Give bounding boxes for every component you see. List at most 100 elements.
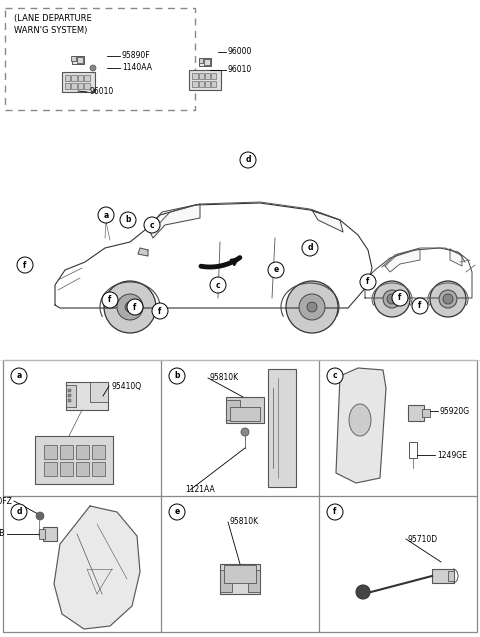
Bar (192, 81, 198, 87)
Bar (92, 445, 105, 459)
Bar (205, 73, 210, 80)
Bar (220, 570, 232, 592)
Text: 1140AA: 1140AA (122, 64, 152, 73)
Text: b: b (125, 215, 131, 224)
Bar (220, 564, 260, 594)
Bar (84, 83, 90, 89)
Circle shape (210, 277, 226, 293)
Circle shape (268, 262, 284, 278)
Bar (60, 445, 72, 459)
Circle shape (241, 428, 249, 436)
Bar (78, 75, 84, 82)
Bar (211, 81, 216, 87)
Bar (75, 461, 88, 475)
Text: 1140FZ: 1140FZ (0, 496, 12, 506)
Bar (72, 56, 76, 61)
Bar (72, 56, 84, 64)
Circle shape (127, 299, 143, 315)
Circle shape (327, 504, 343, 520)
Circle shape (90, 65, 96, 71)
Text: e: e (274, 266, 278, 275)
Circle shape (360, 274, 376, 290)
Text: 96010: 96010 (89, 87, 113, 96)
Bar (66, 385, 76, 407)
Text: 95710D: 95710D (408, 534, 438, 543)
Bar (3, 360, 477, 632)
Text: f: f (398, 294, 402, 303)
Bar (90, 382, 108, 402)
Bar (71, 83, 77, 89)
Bar (226, 397, 264, 423)
Bar (35, 436, 113, 484)
Text: (LANE DEPARTURE
WARN'G SYSTEM): (LANE DEPARTURE WARN'G SYSTEM) (14, 14, 92, 36)
Text: f: f (333, 508, 336, 517)
Bar (39, 529, 45, 539)
Bar (60, 461, 72, 475)
Text: 95890F: 95890F (122, 52, 151, 61)
Bar (226, 400, 240, 420)
Bar (248, 570, 260, 592)
Circle shape (374, 281, 410, 317)
Bar (92, 461, 105, 475)
Text: c: c (333, 371, 337, 380)
Text: 95410Q: 95410Q (111, 382, 141, 390)
Bar (432, 569, 454, 583)
Bar (204, 59, 210, 64)
Text: f: f (108, 296, 112, 304)
Circle shape (169, 504, 185, 520)
Polygon shape (54, 506, 140, 629)
Circle shape (240, 152, 256, 168)
Text: 95810K: 95810K (230, 517, 259, 527)
Bar (75, 445, 88, 459)
Text: d: d (307, 243, 313, 252)
Text: d: d (16, 508, 22, 517)
Text: a: a (16, 371, 22, 380)
Circle shape (327, 368, 343, 384)
Bar (68, 389, 71, 392)
Text: f: f (24, 261, 27, 269)
Bar (71, 75, 77, 82)
Circle shape (430, 281, 466, 317)
Circle shape (169, 368, 185, 384)
Text: 96000: 96000 (228, 48, 252, 57)
Text: 95810K: 95810K (210, 373, 239, 382)
Bar (199, 73, 204, 80)
Bar (44, 445, 57, 459)
Bar (84, 75, 90, 82)
Bar (66, 382, 108, 410)
Circle shape (302, 240, 318, 256)
Bar (190, 70, 221, 90)
Bar (448, 571, 454, 581)
Circle shape (412, 298, 428, 314)
Circle shape (11, 504, 27, 520)
Polygon shape (336, 368, 386, 483)
Circle shape (392, 290, 408, 306)
Text: 96010: 96010 (228, 66, 252, 75)
Polygon shape (312, 210, 343, 232)
Bar (268, 369, 296, 487)
Text: f: f (366, 278, 370, 287)
Circle shape (152, 303, 168, 319)
Bar (61, 71, 95, 92)
Circle shape (286, 281, 338, 333)
Circle shape (439, 290, 457, 308)
Text: f: f (133, 303, 137, 311)
Circle shape (36, 512, 44, 520)
Polygon shape (148, 204, 200, 238)
Bar (44, 461, 57, 475)
Bar (211, 73, 216, 80)
Circle shape (299, 294, 325, 320)
Bar (230, 407, 260, 421)
Polygon shape (138, 248, 148, 256)
Bar (43, 527, 57, 541)
Circle shape (356, 585, 370, 599)
Bar (65, 83, 70, 89)
Circle shape (307, 302, 317, 312)
Bar (205, 81, 210, 87)
Circle shape (102, 292, 118, 308)
Text: c: c (150, 220, 154, 229)
Circle shape (117, 294, 143, 320)
Polygon shape (385, 249, 420, 272)
Text: 95920G: 95920G (440, 406, 470, 415)
Text: b: b (174, 371, 180, 380)
